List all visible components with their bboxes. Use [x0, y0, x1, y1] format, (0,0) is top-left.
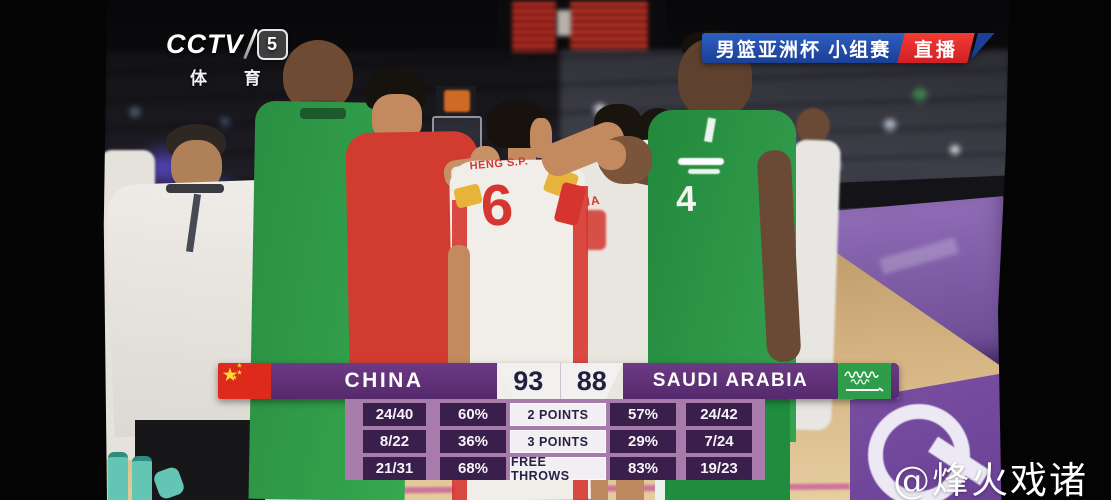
water-bottle	[108, 452, 128, 500]
staff-collar	[166, 184, 224, 193]
stats-row-3points: 8/22 36% 3 POINTS 29% 7/24	[345, 430, 765, 453]
scoreboard-led-center	[557, 10, 571, 36]
live-badge: 直播	[897, 33, 976, 63]
foreground-occluder-left	[0, 0, 107, 500]
away-percentage: 57%	[610, 403, 676, 426]
event-badge: 男篮亚洲杯 小组赛 直播	[702, 33, 991, 63]
saudi-arabia-flag	[838, 363, 891, 399]
away-team-name: SAUDI ARABIA	[623, 363, 838, 399]
green-coach-collar	[300, 108, 346, 119]
handshake-hands	[596, 140, 626, 170]
staff-right-head	[796, 108, 830, 144]
stats-panel: 24/40 60% 2 POINTS 57% 24/42 8/22 36% 3 …	[345, 399, 765, 483]
live-badge-label: 直播	[914, 39, 959, 61]
home-team-name: CHINA	[271, 363, 497, 399]
score-box: 93 88	[497, 363, 623, 399]
away-made-attempts: 19/23	[686, 457, 752, 480]
channel-number-badge: 5	[256, 28, 288, 60]
saudi4-jersey-script	[678, 158, 724, 165]
water-bottle	[132, 456, 152, 500]
away-percentage: 83%	[610, 457, 676, 480]
stats-row-2points: 24/40 60% 2 POINTS 57% 24/42	[345, 403, 765, 426]
away-made-attempts: 24/42	[686, 403, 752, 426]
saudi4-jersey-script	[688, 169, 720, 174]
home-percentage: 68%	[440, 457, 506, 480]
scoreboard-led-left	[512, 2, 556, 56]
away-made-attempts: 7/24	[686, 430, 752, 453]
channel-logo: CCTV 5	[166, 28, 288, 60]
home-made-attempts: 24/40	[363, 403, 426, 426]
stats-row-freethrows: 21/31 68% FREE THROWS 83% 19/23	[345, 455, 765, 483]
home-made-attempts: 21/31	[363, 457, 426, 480]
watermark: @烽火戏诸侯	[893, 459, 1088, 500]
score-bar: CHINA 93 88 SAUDI ARABIA	[218, 363, 899, 399]
channel-logo-slash	[242, 28, 258, 60]
home-percentage: 36%	[440, 430, 506, 453]
orange-sign	[444, 90, 470, 112]
away-score: 88	[576, 365, 607, 396]
stat-label: 2 POINTS	[510, 403, 606, 426]
china-flag	[218, 363, 271, 399]
home-score: 93	[497, 363, 561, 399]
channel-logo-text: CCTV	[166, 28, 244, 59]
foreground-occluder-right	[998, 0, 1111, 500]
score-bar-endcap	[891, 363, 899, 399]
event-title: 男篮亚洲杯 小组赛	[702, 33, 906, 63]
china6-number: 6	[479, 172, 515, 239]
home-made-attempts: 8/22	[363, 430, 426, 453]
stat-label: FREE THROWS	[510, 455, 606, 483]
china6-arm	[448, 245, 470, 375]
saudi4-number: 4	[675, 177, 697, 220]
away-percentage: 29%	[610, 430, 676, 453]
home-percentage: 60%	[440, 403, 506, 426]
channel-subtitle: 体 育	[190, 69, 277, 88]
stat-label: 3 POINTS	[510, 430, 606, 453]
staff-pants	[135, 420, 265, 500]
